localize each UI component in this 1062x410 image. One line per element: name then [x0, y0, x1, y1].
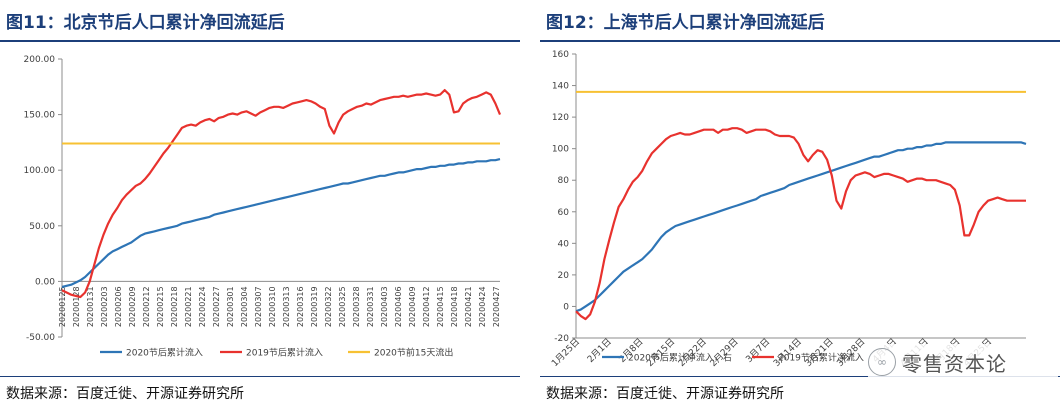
- y-tick-label: 100: [552, 145, 569, 155]
- y-tick-label: 40: [558, 239, 570, 249]
- x-tick-label: 20200325: [338, 286, 347, 327]
- y-tick-label: -50.00: [26, 333, 55, 343]
- x-tick-label: 20200415: [436, 286, 445, 327]
- x-tick-label: 20200304: [240, 286, 249, 327]
- x-tick-label: 20200203: [100, 286, 109, 327]
- x-tick-label: 20200310: [268, 286, 277, 327]
- series-line-2019: [575, 127, 1026, 321]
- legend-label: 2020节前15天流出: [374, 347, 453, 359]
- y-tick-label: 140: [552, 82, 569, 92]
- legend-label: 2020节后累计净流入，右: [628, 352, 732, 364]
- x-tick-label: 20200131: [86, 286, 95, 327]
- y-tick-label: 120: [552, 113, 569, 123]
- y-tick-label: 150.00: [24, 111, 56, 121]
- x-tick-label: 20200206: [114, 286, 123, 327]
- x-tick-label: 20200421: [464, 286, 473, 327]
- chart-panel-beijing: 图11：北京节后人口累计净回流延后 200.00 150.00 100.00 50.0…: [0, 0, 520, 410]
- x-tick-label: 20200301: [226, 286, 235, 327]
- watermark-text: 零售资本论: [902, 351, 1007, 376]
- y-tick-label: 200.00: [24, 55, 56, 65]
- x-tick-label: 20200221: [184, 286, 193, 327]
- x-tick-label: 20200212: [142, 286, 151, 327]
- x-tick-label: 20200218: [170, 286, 179, 327]
- x-tick-label: 20200328: [352, 286, 361, 327]
- y-tick-label: 60: [558, 208, 570, 218]
- y-tick-label: 20: [558, 271, 570, 281]
- y-tick-label: -20: [554, 334, 569, 344]
- x-tick-label: 20200307: [254, 286, 263, 327]
- x-tick-label: 20200322: [324, 286, 333, 327]
- y-tick-label: 0.00: [35, 277, 55, 287]
- x-tick-label: 20200406: [394, 286, 403, 327]
- legend-label: 2019节后累计流入: [246, 347, 323, 359]
- series-line-2020: [61, 158, 501, 289]
- x-tick-label: 20200412: [422, 286, 431, 327]
- x-tick-label: 20200125: [58, 286, 67, 327]
- x-tick-label: 20200424: [478, 286, 487, 327]
- source-note-beijing: 数据来源：百度迁徙、开源证券研究所: [6, 386, 244, 402]
- figure-title-beijing: 图11：北京节后人口累计净回流延后: [6, 13, 285, 33]
- x-tick-label: 20200215: [156, 286, 165, 327]
- chart-beijing: 200.00150.00100.0050.000.00-50.002020012…: [24, 55, 502, 359]
- legend-label: 2020节后累计流入: [126, 347, 203, 359]
- source-rule-shanghai: [540, 376, 1060, 377]
- source-rule-beijing: [0, 376, 520, 377]
- y-tick-label: 100.00: [24, 166, 56, 176]
- figure-title-shanghai: 图12：上海节后人口累计净回流延后: [546, 13, 825, 33]
- y-tick-label: 0: [563, 302, 569, 312]
- x-tick-label: 2月1日: [585, 336, 614, 365]
- x-tick-label: 20200418: [450, 286, 459, 327]
- series-line-2020: [575, 141, 1027, 313]
- legend-label: 2019节后累计净流入: [778, 352, 864, 364]
- y-tick-label: 160: [552, 50, 569, 60]
- x-tick-label: 20200403: [380, 286, 389, 327]
- x-tick-label: 20200128: [72, 286, 81, 327]
- title-rule-beijing: [0, 40, 520, 42]
- x-tick-label: 20200224: [198, 286, 207, 327]
- x-tick-label: 20200209: [128, 286, 137, 327]
- wechat-logo-icon: ∞: [868, 348, 896, 376]
- x-tick-label: 20200331: [366, 286, 375, 327]
- x-tick-label: 3月7日: [744, 336, 773, 365]
- x-tick-label: 20200227: [212, 286, 221, 327]
- title-rule-shanghai: [540, 40, 1060, 42]
- x-tick-label: 20200316: [296, 286, 305, 327]
- x-tick-label: 20200313: [282, 286, 291, 327]
- series-line-2019: [61, 88, 502, 299]
- watermark: ∞ 零售资本论: [868, 344, 1058, 380]
- y-tick-label: 50.00: [29, 222, 55, 232]
- x-tick-label: 20200427: [492, 286, 501, 327]
- x-tick-label: 20200409: [408, 286, 417, 327]
- y-tick-label: 80: [558, 176, 570, 186]
- source-note-shanghai: 数据来源：百度迁徙、开源证券研究所: [546, 386, 784, 402]
- x-tick-label: 20200319: [310, 286, 319, 327]
